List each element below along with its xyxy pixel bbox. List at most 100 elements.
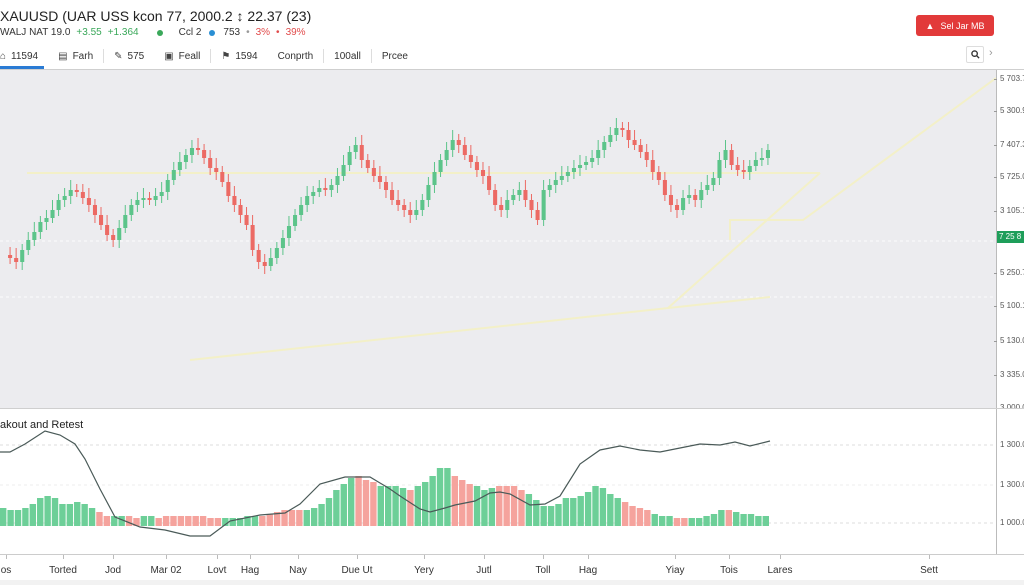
price-axis-tick xyxy=(994,79,997,80)
time-axis-label: Jutl xyxy=(476,565,492,576)
price-axis-tick xyxy=(994,177,997,178)
change-value-1: +3.55 xyxy=(76,27,102,38)
price-axis-label: 3 105.1 xyxy=(1000,206,1024,215)
indicator-axis-label: 1 300.0 xyxy=(1000,440,1024,449)
toolbar-item-calendar[interactable]: ▤ Farh xyxy=(48,46,103,66)
toolbar-item-label: 1594 xyxy=(235,50,258,62)
price-axis-tick xyxy=(994,211,997,212)
toolbar-item-compare[interactable]: Conprth xyxy=(268,46,324,66)
separator-dot-icon: • xyxy=(276,27,280,38)
current-price-tag: 7 25 8 xyxy=(997,231,1024,243)
toolbar-divider xyxy=(210,49,212,63)
chevron-right-icon[interactable]: › xyxy=(989,47,993,59)
time-axis-tick xyxy=(780,555,781,559)
chart-toolbar: ⌂ 11594 ▤ Farh ✎ 575 ▣ Feall ⚑ 1594 Conp… xyxy=(0,46,418,66)
price-axis-label: 5 130.0 xyxy=(1000,336,1024,345)
time-axis-tick xyxy=(6,555,7,559)
header-divider xyxy=(0,69,1024,70)
price-axis-label: 5 250.7 xyxy=(1000,268,1024,277)
active-tab-indicator xyxy=(0,66,44,69)
toolbar-item-indicators[interactable]: 100all xyxy=(324,46,371,66)
pane-divider[interactable] xyxy=(0,408,1024,409)
price-axis-label: 3 335.0 xyxy=(1000,370,1024,379)
green-dot-icon xyxy=(156,29,163,36)
toolbar-item-label: Prcee xyxy=(381,50,408,62)
time-axis-tick xyxy=(166,555,167,559)
symbol-title: XAUUSD (UAR USS kcon 77, 2000.2 ↕ 22.37 … xyxy=(0,8,312,24)
toolbar-item-home[interactable]: ⌂ 11594 xyxy=(0,46,48,66)
candlestick-chart xyxy=(0,77,996,361)
time-axis-label: os xyxy=(0,565,12,576)
time-axis-label: Hag xyxy=(240,565,260,576)
time-axis-tick xyxy=(543,555,544,559)
toolbar-item-label: Conprth xyxy=(277,50,314,62)
indicator-pane[interactable]: akout and Retest xyxy=(0,409,996,554)
indicator-title: akout and Retest xyxy=(0,419,84,431)
time-axis-label: Nay xyxy=(289,565,307,576)
time-axis-label: Toll xyxy=(535,565,551,576)
price-axis-tick xyxy=(994,341,997,342)
bell-icon: ▲ xyxy=(925,20,935,31)
time-axis[interactable]: os Torted Jod Mar 02 Lovt Hag Nay Due Ut Yery Jut… xyxy=(0,554,1024,585)
toolbar-item-label: 575 xyxy=(127,50,145,62)
price-axis[interactable]: 5 703.7 5 300.9 7 407.3 5 725.0 3 105.1 5 250… xyxy=(994,70,1024,412)
time-axis-tick xyxy=(929,555,930,559)
time-axis-tick xyxy=(675,555,676,559)
search-icon xyxy=(970,50,980,59)
time-axis-tick xyxy=(588,555,589,559)
price-axis-label: 7 407.3 xyxy=(1000,140,1024,149)
time-axis-label: Lares xyxy=(767,565,793,576)
time-axis-tick xyxy=(217,555,218,559)
time-axis-tick xyxy=(357,555,358,559)
time-axis-label: Tois xyxy=(720,565,738,576)
time-axis-label: Due Ut xyxy=(341,565,373,576)
time-axis-tick xyxy=(250,555,251,559)
camera-icon: ▣ xyxy=(164,50,174,62)
calendar-icon: ▤ xyxy=(58,50,68,62)
time-axis-label: Sett xyxy=(920,565,938,576)
blue-dot-icon xyxy=(209,29,216,36)
price-axis-tick xyxy=(994,273,997,274)
time-axis-label: Yery xyxy=(414,565,434,576)
pct-value-2: 39% xyxy=(285,27,306,38)
toolbar-item-price[interactable]: Prcee xyxy=(372,46,418,66)
toolbar-item-snapshot[interactable]: ▣ Feall xyxy=(154,46,210,66)
indicator-chart xyxy=(0,430,996,537)
price-axis-tick xyxy=(994,306,997,307)
price-summary: WALJ NAT 19.0 +3.55 +1.364 Ccl 2 753 • 3… xyxy=(0,27,306,38)
pen-icon: ✎ xyxy=(114,50,123,62)
price-chart-pane[interactable] xyxy=(0,70,996,408)
toolbar-item-label: Farh xyxy=(72,50,94,62)
time-axis-label: Mar 02 xyxy=(150,565,182,576)
alert-button-label: Sel Jar MB xyxy=(940,20,985,31)
toolbar-divider xyxy=(370,49,372,63)
col-value: 753 xyxy=(223,27,241,38)
toolbar-item-draw[interactable]: ✎ 575 xyxy=(104,46,154,66)
trendlines xyxy=(27,77,996,361)
toolbar-item-label: 11594 xyxy=(11,50,39,62)
toolbar-item-flag[interactable]: ⚑ 1594 xyxy=(211,46,267,66)
indicator-axis-label: 1 000.0 xyxy=(1000,518,1024,527)
toolbar-divider xyxy=(103,49,105,63)
time-axis-label: Torted xyxy=(49,565,77,576)
alert-button[interactable]: ▲ Sel Jar MB xyxy=(916,15,994,36)
price-axis-tick xyxy=(994,111,997,112)
price-axis-tick xyxy=(994,145,997,146)
toolbar-divider xyxy=(323,49,325,63)
ohlc-prefix: WALJ NAT 19.0 xyxy=(0,27,71,38)
time-axis-label: Yiay xyxy=(665,565,685,576)
indicator-axis-label: 1 300.0 xyxy=(1000,480,1024,489)
price-axis-tick xyxy=(994,375,997,376)
chart-header: XAUUSD (UAR USS kcon 77, 2000.2 ↕ 22.37 … xyxy=(0,0,1024,70)
price-axis-label: 5 725.0 xyxy=(1000,172,1024,181)
toolbar-item-label: 100all xyxy=(334,50,361,62)
search-button[interactable] xyxy=(966,46,984,63)
footer-strip xyxy=(0,580,1024,585)
time-axis-tick xyxy=(113,555,114,559)
time-axis-label: Lovt xyxy=(207,565,227,576)
col-label: Ccl 2 xyxy=(178,27,202,38)
time-axis-label: Hag xyxy=(578,565,598,576)
indicator-axis[interactable]: 1 300.0 1 300.0 1 000.0 xyxy=(996,409,1024,554)
time-axis-tick xyxy=(298,555,299,559)
change-value-2: +1.364 xyxy=(107,27,139,38)
